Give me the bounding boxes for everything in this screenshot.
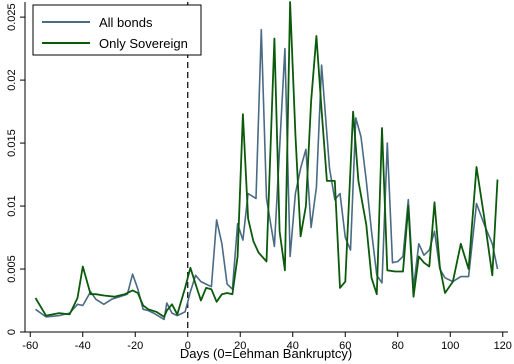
x-tick-label: 100 xyxy=(441,340,459,352)
y-tick-label: 0.01 xyxy=(6,195,18,216)
series-group xyxy=(34,1,499,321)
y-tick-label: 0 xyxy=(6,329,18,335)
legend-label-all-bonds: All bonds xyxy=(99,15,153,30)
series-line-only-sovereign xyxy=(34,1,499,318)
x-tick-label: -40 xyxy=(75,340,91,352)
y-tick-label: 0.025 xyxy=(6,3,18,31)
legend: All bonds Only Sovereign xyxy=(32,4,202,56)
x-tick-label: 40 xyxy=(287,340,299,352)
series-line-all-bonds xyxy=(35,28,499,321)
x-tick-label: 120 xyxy=(494,340,512,352)
x-tick-label: 0 xyxy=(185,340,191,352)
y-tick-label: 0.02 xyxy=(6,69,18,90)
x-tick-label: 60 xyxy=(339,340,351,352)
plot-frame xyxy=(24,2,508,333)
legend-label-only-sovereign: Only Sovereign xyxy=(99,36,188,51)
x-tick-label: 80 xyxy=(392,340,404,352)
x-tick-label: 20 xyxy=(234,340,246,352)
x-tick-label: -60 xyxy=(22,340,38,352)
legend-box xyxy=(32,4,202,56)
x-axis-ticks: -60 -40 -20 0 20 40 60 80 100 120 xyxy=(22,332,512,352)
y-axis-ticks: 0 0.005 0.01 0.015 0.02 0.025 xyxy=(6,3,25,335)
y-tick-label: 0.005 xyxy=(6,255,18,283)
x-tick-label: -20 xyxy=(127,340,143,352)
y-tick-label: 0.015 xyxy=(6,129,18,157)
x-axis-title: Days (0=Lehman Bankruptcy) xyxy=(180,346,352,361)
